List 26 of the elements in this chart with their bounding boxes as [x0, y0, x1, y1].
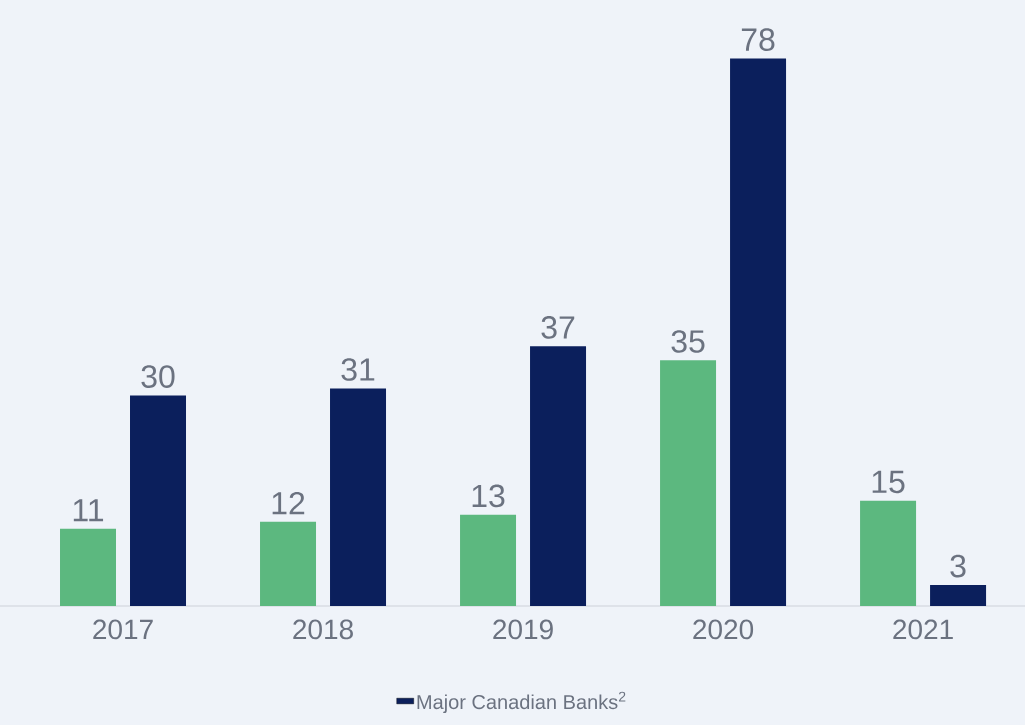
- bar: [530, 346, 587, 606]
- data-label: 31: [341, 358, 375, 381]
- bar: [930, 584, 987, 606]
- data-label: 11: [73, 499, 104, 522]
- bar: [660, 360, 717, 606]
- bar: [860, 500, 917, 606]
- bar: [460, 514, 517, 606]
- x-tick-label: 2018: [293, 619, 353, 640]
- bar: [130, 395, 187, 606]
- data-label: 13: [472, 484, 505, 508]
- data-label: 12: [272, 491, 305, 515]
- legend-label: Major Canadian Banks$^{2}$: [417, 691, 626, 714]
- x-tick-label: 2021: [893, 619, 953, 640]
- data-label: 15: [872, 470, 905, 494]
- data-label: 3: [950, 554, 966, 578]
- data-label: 30: [141, 365, 175, 388]
- bar: [260, 521, 317, 606]
- bar: [730, 58, 787, 606]
- data-label: 35: [671, 330, 705, 353]
- x-tick-label: 2020: [693, 619, 754, 640]
- x-tick-label: 2017: [93, 619, 153, 640]
- x-tick-label: 2019: [493, 619, 553, 640]
- data-label: 37: [541, 316, 575, 339]
- bar: [60, 528, 117, 606]
- data-label: 78: [741, 28, 775, 51]
- bar: [330, 388, 387, 606]
